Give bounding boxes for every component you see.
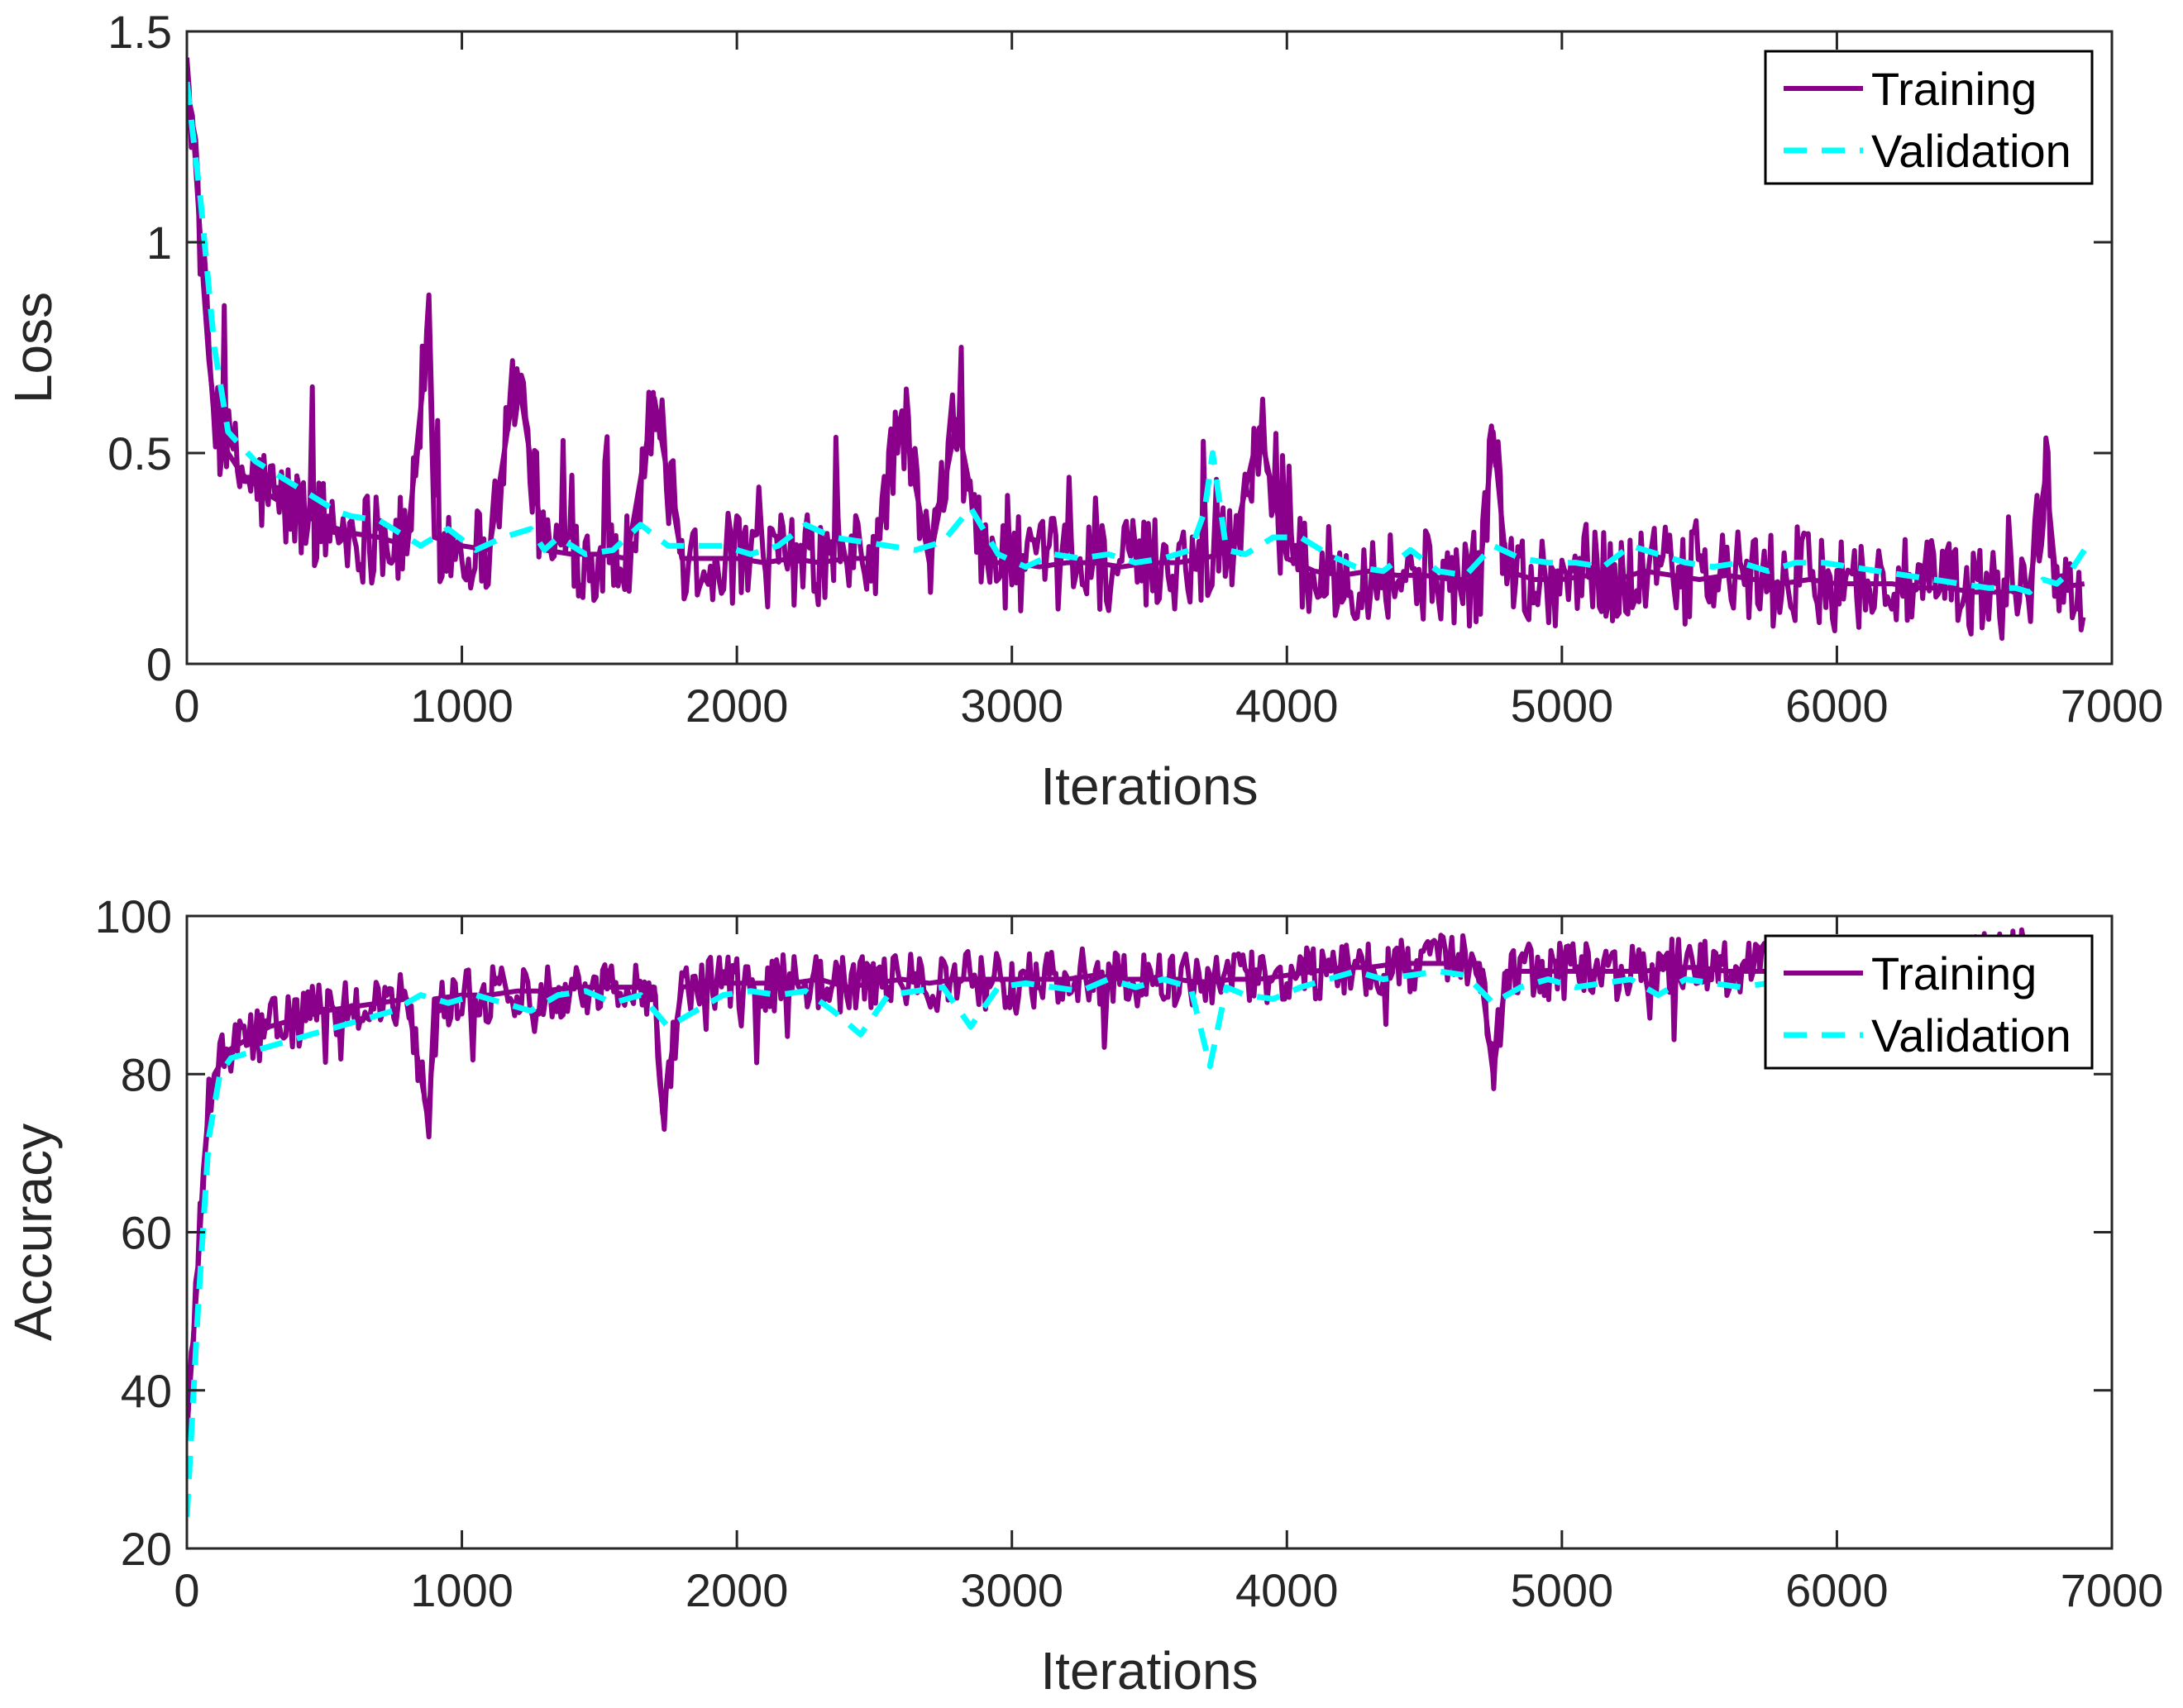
x-tick-label: 6000: [1785, 680, 1889, 732]
x-axis-label: Iterations: [1040, 1641, 1258, 1701]
legend-box: [1764, 50, 2094, 185]
x-tick-label: 6000: [1785, 1564, 1889, 1616]
x-tick-label: 2000: [685, 680, 789, 732]
legend-label-training: Training: [1871, 947, 2037, 1000]
axes-box: [185, 30, 2114, 666]
y-tick-label: 40: [121, 1365, 172, 1417]
x-tick-label: 3000: [960, 1564, 1063, 1616]
y-tick-label: 0: [146, 638, 172, 690]
y-axis-label: Accuracy: [3, 1124, 63, 1341]
x-tick-label: 0: [174, 1564, 199, 1616]
training-trend-line: [187, 89, 2085, 595]
y-tick-label: 0.5: [107, 427, 172, 479]
y-tick-label: 20: [121, 1523, 172, 1575]
y-tick-label: 100: [95, 890, 172, 942]
x-tick-label: 5000: [1511, 1564, 1614, 1616]
validation-line: [187, 81, 2087, 595]
legend: Training Validation: [1764, 50, 2094, 185]
x-tick-label: 5000: [1511, 680, 1614, 732]
x-tick-label: 0: [174, 680, 199, 732]
y-axis-label: Loss: [3, 292, 63, 403]
subplot-loss: 0 1000 2000 3000 4000 5000 6000 7000 0 0.5 1 1.5 Ite…: [3, 6, 2163, 816]
series-group: [187, 57, 2087, 642]
legend-label-training: Training: [1871, 63, 2037, 115]
training-trend-line: [187, 952, 2030, 1430]
x-tick-label: 4000: [1235, 1564, 1339, 1616]
validation-line: [187, 968, 2085, 1517]
x-tick-label: 1000: [410, 680, 514, 732]
x-tick-label: 4000: [1235, 680, 1339, 732]
x-tick-label: 2000: [685, 1564, 789, 1616]
series-group: [187, 927, 2085, 1517]
y-tick-label: 60: [121, 1207, 172, 1259]
legend-label-validation: Validation: [1871, 125, 2071, 177]
x-tick-label: 7000: [2061, 680, 2164, 732]
x-tick-label: 1000: [410, 1564, 514, 1616]
x-tick-label: 7000: [2061, 1564, 2164, 1616]
y-tick-label: 80: [121, 1048, 172, 1100]
training-line: [187, 927, 2031, 1441]
legend-label-validation: Validation: [1871, 1009, 2071, 1062]
legend: Training Validation: [1764, 934, 2094, 1070]
x-axis-label: Iterations: [1040, 756, 1258, 816]
training-line: [187, 57, 2086, 642]
y-tick-label: 1: [146, 217, 172, 269]
x-tick-label: 3000: [960, 680, 1063, 732]
subplot-accuracy: 0 1000 2000 3000 4000 5000 6000 7000 20 40 60 80 100…: [3, 890, 2163, 1701]
y-tick-label: 1.5: [107, 6, 172, 58]
legend-box: [1764, 934, 2094, 1070]
